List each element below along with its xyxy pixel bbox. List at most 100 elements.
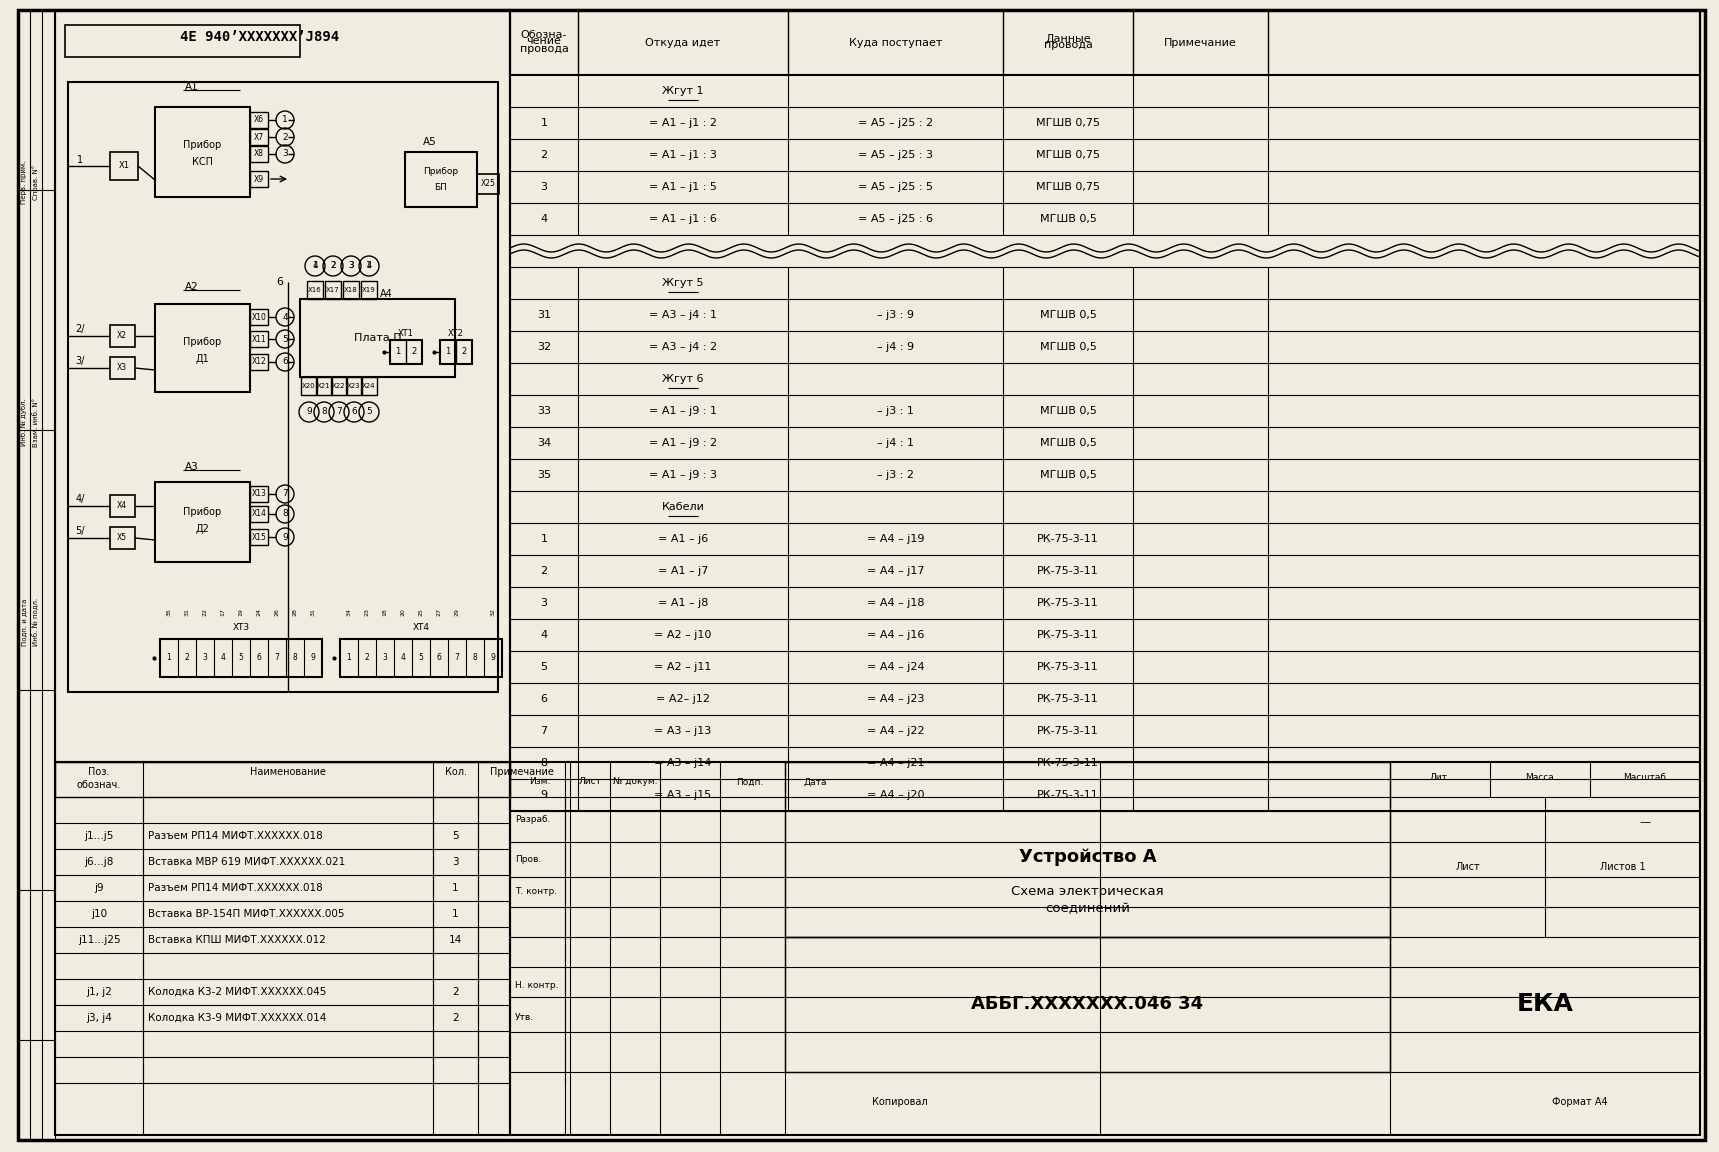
Text: 7: 7 [540,726,548,736]
Text: Подп. и дата: Подп. и дата [21,598,28,645]
Text: XT1: XT1 [399,329,414,339]
Text: XT3: XT3 [232,622,249,631]
Text: РК-75-3-11: РК-75-3-11 [1037,758,1098,768]
Text: 7: 7 [282,490,287,499]
Bar [361,281,376,300]
Text: 3: 3 [383,653,387,662]
Text: 1: 1 [452,909,459,919]
Text: 3: 3 [349,262,354,271]
Text: Дата: Дата [803,778,827,787]
Text: 31: 31 [184,608,189,616]
Text: Прибор: Прибор [423,167,459,176]
Text: Х9: Х9 [254,174,265,183]
Text: 22: 22 [203,608,208,616]
Text: = А1 – ј9 : 3: = А1 – ј9 : 3 [650,470,717,480]
Text: = А4 – ј18: = А4 – ј18 [866,598,925,608]
Text: МГШВ 0,5: МГШВ 0,5 [1040,214,1097,223]
Text: = А1 – ј9 : 2: = А1 – ј9 : 2 [650,438,717,448]
Text: А4: А4 [380,289,392,300]
Text: Х19: Х19 [363,287,376,293]
Text: 1: 1 [282,115,287,124]
Text: чение: чение [526,37,562,46]
Text: – ј3 : 2: – ј3 : 2 [877,470,915,480]
Text: 2: 2 [184,653,189,662]
Text: 5: 5 [418,653,423,662]
Text: А3: А3 [186,462,199,472]
Text: 1: 1 [167,653,172,662]
Text: 18: 18 [383,608,387,616]
Text: 31: 31 [536,310,552,320]
Bar [346,377,363,395]
Text: МГШВ 0,5: МГШВ 0,5 [1040,342,1097,353]
Text: А2: А2 [186,282,199,291]
Text: 2: 2 [282,132,287,142]
Text: РК-75-3-11: РК-75-3-11 [1037,662,1098,672]
Text: Примечание: Примечание [1164,38,1238,47]
Text: = А2 – ј11: = А2 – ј11 [655,662,712,672]
Text: МГШВ 0,75: МГШВ 0,75 [1037,150,1100,160]
Text: Х15: Х15 [251,532,266,541]
Text: Жгут 6: Жгут 6 [662,374,703,384]
Text: 1: 1 [347,653,351,662]
Text: Х20: Х20 [303,382,316,389]
Text: ј10: ј10 [91,909,107,919]
Text: = А3 – ј4 : 2: = А3 – ј4 : 2 [650,342,717,353]
Text: 9: 9 [540,790,548,799]
Text: МГШВ 0,75: МГШВ 0,75 [1037,182,1100,192]
Text: 23: 23 [364,608,370,616]
Text: = А4 – ј21: = А4 – ј21 [866,758,925,768]
Text: 5: 5 [366,408,371,417]
Text: Откуда идет: Откуда идет [645,38,720,47]
Text: 4: 4 [366,262,371,271]
Text: Жгут 5: Жгут 5 [662,278,703,288]
Text: = А1 – ј1 : 3: = А1 – ј1 : 3 [650,150,717,160]
Text: 3: 3 [349,262,354,271]
Text: Копировал: Копировал [872,1097,928,1107]
Text: 8: 8 [292,653,297,662]
Text: Прибор: Прибор [184,507,222,517]
Text: Колодка К3-2 МИФТ.XXXXXX.045: Колодка К3-2 МИФТ.XXXXXX.045 [148,987,327,996]
Text: Вставка КПШ МИФТ.XXXXXX.012: Вставка КПШ МИФТ.XXXXXX.012 [148,935,327,945]
Text: 9: 9 [311,653,316,662]
Bar [249,486,268,502]
Text: 1: 1 [366,262,371,271]
Bar [332,377,347,395]
Text: ј1...ј5: ј1...ј5 [84,831,113,841]
Bar [316,377,332,395]
Text: провода: провода [519,44,569,53]
Text: = А1 – ј8: = А1 – ј8 [658,598,708,608]
Text: 5: 5 [540,662,547,672]
Text: Куда поступает: Куда поступает [849,38,942,47]
Text: —: — [1640,817,1650,827]
Text: Пров.: Пров. [516,855,541,864]
Bar [406,152,476,207]
Text: МГШВ 0,5: МГШВ 0,5 [1040,406,1097,416]
Bar [249,112,268,128]
Text: ј3, ј4: ј3, ј4 [86,1013,112,1023]
Text: 3: 3 [203,653,208,662]
Text: Обозна-: Обозна- [521,30,567,39]
Text: Х8: Х8 [254,150,265,159]
Text: 24: 24 [256,608,261,616]
Bar [69,82,499,692]
Text: МГШВ 0,5: МГШВ 0,5 [1040,310,1097,320]
Bar [55,10,511,761]
Bar [511,761,1700,1135]
Text: Х6: Х6 [254,115,265,124]
Text: 14: 14 [449,935,462,945]
Text: 4: 4 [401,653,406,662]
Text: Разъем РП14 МИФТ.XXXXXX.018: Разъем РП14 МИФТ.XXXXXX.018 [148,831,323,841]
Text: Х17: Х17 [327,287,340,293]
Text: Д1: Д1 [196,354,210,364]
Bar [249,331,268,347]
Bar [249,529,268,545]
Text: = А1 – ј9 : 1: = А1 – ј9 : 1 [650,406,717,416]
Text: 4E 940ʼXXXXXXXʼJ894: 4E 940ʼXXXXXXXʼJ894 [180,30,339,44]
Text: = А4 – ј20: = А4 – ј20 [866,790,925,799]
Text: Изм.: Изм. [529,778,550,787]
Text: 6: 6 [437,653,442,662]
Text: Х11: Х11 [251,334,266,343]
Text: 2: 2 [461,348,466,356]
Text: = А5 – ј25 : 3: = А5 – ј25 : 3 [858,150,933,160]
Text: 1: 1 [540,118,547,128]
